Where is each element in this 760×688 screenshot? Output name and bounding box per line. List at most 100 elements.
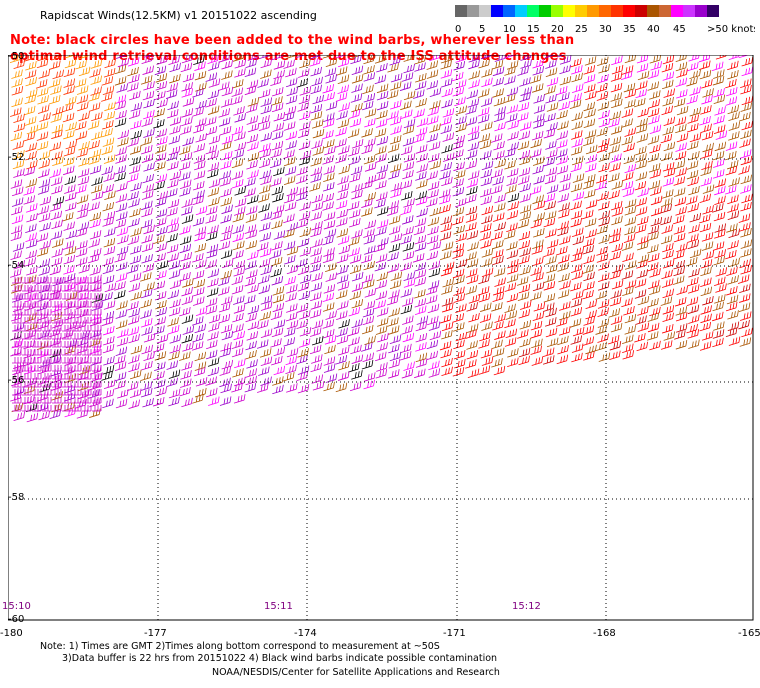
wind-barb	[649, 90, 661, 100]
wind-barb	[740, 265, 752, 275]
wind-barb	[454, 169, 466, 180]
wind-barb	[701, 95, 713, 105]
wind-barb	[284, 327, 296, 337]
wind-barb	[465, 268, 478, 278]
wind-barb	[387, 143, 400, 153]
wind-barb	[49, 168, 62, 178]
wind-barb	[740, 239, 753, 249]
wind-barb	[376, 109, 388, 120]
wind-barb	[195, 117, 207, 128]
wind-barb	[662, 126, 674, 136]
wind-barb	[662, 71, 675, 81]
wind-barb	[598, 210, 610, 220]
wind-barb	[193, 366, 206, 377]
wind-barb	[244, 382, 257, 393]
wind-barb	[520, 59, 532, 69]
wind-barb	[269, 158, 282, 169]
wind-barb	[635, 197, 647, 207]
wind-barb	[299, 327, 312, 337]
wind-barb	[673, 250, 685, 260]
legend-label: 45	[673, 24, 686, 35]
wind-barb	[62, 405, 72, 412]
wind-barb	[269, 249, 282, 259]
wind-barb	[374, 171, 387, 182]
wind-barb	[700, 149, 713, 159]
wind-barb	[117, 389, 129, 399]
wind-barb	[624, 260, 637, 270]
wind-barb	[182, 278, 194, 288]
wind-barb	[260, 69, 272, 79]
wind-barb	[168, 135, 181, 145]
wind-barb	[103, 300, 116, 310]
wind-barb	[429, 55, 441, 62]
wind-barb	[232, 249, 244, 260]
wind-barb	[481, 214, 493, 225]
wind-barb	[64, 356, 77, 366]
wind-barb	[533, 113, 545, 123]
wind-barb	[181, 198, 193, 208]
wind-barb	[494, 106, 506, 116]
wind-barb	[192, 195, 204, 206]
wind-barb	[455, 122, 467, 133]
wind-barb	[465, 251, 477, 261]
wind-barb	[127, 235, 140, 246]
wind-barb	[42, 285, 52, 292]
wind-barb	[465, 194, 477, 204]
wind-barb	[322, 182, 335, 192]
wind-barb	[609, 110, 621, 121]
wind-barb	[220, 141, 232, 151]
wind-barb	[141, 344, 153, 355]
wind-barb	[557, 335, 569, 346]
wind-barb	[42, 293, 52, 300]
wind-barb	[558, 326, 571, 336]
wind-barb	[439, 231, 452, 241]
wind-barb	[660, 296, 673, 306]
wind-barb	[646, 262, 659, 272]
wind-barb	[22, 381, 32, 388]
wind-barb	[72, 285, 82, 292]
wind-barb	[231, 383, 243, 393]
wind-barb	[676, 285, 688, 296]
wind-barb	[127, 57, 140, 67]
wind-barb	[130, 245, 142, 255]
wind-barb	[25, 292, 37, 303]
wind-barb	[687, 284, 700, 294]
wind-barb	[624, 225, 636, 236]
wind-barb	[337, 235, 350, 245]
wind-barb	[492, 77, 504, 87]
wind-barb	[634, 180, 647, 191]
wind-barb	[22, 365, 32, 372]
wind-barb	[662, 162, 675, 172]
wind-barb	[103, 68, 116, 78]
wind-barb	[90, 274, 102, 284]
wind-barb	[208, 322, 220, 332]
wind-barb	[387, 200, 399, 210]
wind-barb	[361, 359, 374, 370]
wind-barb	[350, 344, 362, 355]
wind-barb	[256, 339, 269, 349]
wind-barb	[91, 301, 104, 311]
wind-barb	[283, 213, 295, 224]
wind-barb	[545, 94, 557, 104]
wind-barb	[101, 127, 113, 138]
wind-barb	[207, 55, 219, 64]
wind-barb	[65, 229, 78, 240]
wind-barb	[25, 142, 37, 152]
wind-barb	[325, 101, 338, 111]
wind-barb	[231, 125, 244, 136]
wind-barb	[649, 340, 661, 351]
wind-barb	[194, 243, 207, 253]
wind-barb	[556, 155, 568, 166]
wind-barb	[311, 238, 323, 248]
wind-barb	[661, 151, 673, 162]
wind-barb	[584, 189, 596, 199]
wind-barb	[82, 293, 92, 300]
wind-barb	[32, 381, 42, 388]
wind-barb	[700, 123, 712, 134]
wind-barb	[570, 263, 583, 274]
wind-barb	[37, 87, 49, 97]
wind-barb	[505, 328, 518, 339]
wind-barb	[610, 322, 623, 333]
wind-barb	[38, 410, 50, 421]
wind-barb	[621, 297, 633, 308]
